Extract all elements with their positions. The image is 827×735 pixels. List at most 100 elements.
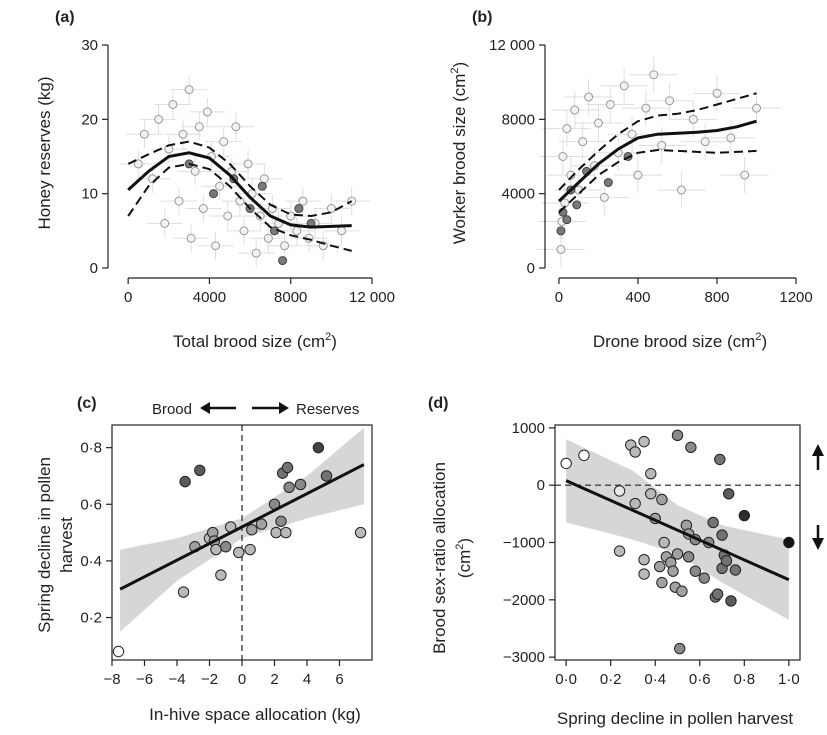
pc-point: [220, 541, 232, 553]
pa-point: [280, 241, 290, 251]
pa-point: [259, 174, 269, 184]
pc-point: [112, 645, 125, 658]
pa-point: [139, 129, 149, 139]
pc-y-tick-label: 0·8: [80, 440, 102, 457]
pc-point: [177, 586, 190, 598]
pd-point: [729, 564, 742, 576]
pd-point: [711, 588, 724, 600]
pc-y-tick-label: 0·4: [80, 553, 102, 570]
pc-point: [294, 478, 307, 491]
pb-dark-point: [562, 215, 572, 225]
pc-point: [215, 569, 227, 581]
pd-point: [720, 555, 733, 567]
pd-x-tick-label: 0·8: [733, 671, 755, 688]
pd-point: [725, 595, 737, 607]
pc-point: [246, 524, 258, 536]
pb-point: [578, 137, 588, 147]
pb-y-tick-label: 0: [527, 260, 535, 277]
pd-point: [716, 529, 728, 541]
pa-x-tick-label: 4000: [193, 289, 226, 306]
pc-point: [255, 518, 268, 530]
pa-dark-point: [294, 204, 304, 214]
pb-dark-point: [556, 226, 566, 236]
pa-x-tick-label: 0: [124, 289, 132, 306]
pb-point: [570, 105, 580, 115]
pb-point: [599, 192, 609, 202]
pb-point: [752, 103, 762, 113]
pd-point: [658, 536, 670, 549]
pa-point: [292, 226, 302, 236]
pd-point: [653, 560, 666, 573]
pa-y-tick-label: 0: [90, 260, 98, 277]
pd-fit-line: [565, 479, 790, 582]
pa-point: [243, 159, 253, 169]
pa-point: [326, 204, 336, 214]
pd-point: [667, 565, 679, 577]
pb-point: [688, 114, 698, 124]
pc-point: [270, 526, 282, 539]
pc-point: [312, 441, 325, 454]
pd-y-tick-label: 0: [537, 477, 545, 494]
pb-point: [558, 152, 568, 161]
pa-point: [190, 166, 200, 176]
pc-point: [320, 470, 333, 482]
pd-y-tick-label: −3000: [503, 649, 545, 666]
pd-point: [578, 449, 590, 462]
pd-point: [723, 488, 735, 500]
pd-point: [682, 551, 695, 563]
pc-point: [244, 543, 256, 556]
panel-a-ylabel: Honey reserves (kg): [35, 76, 54, 229]
panel-b-ylabel: Worker brood size (cm2): [449, 62, 469, 244]
pd-point: [671, 429, 684, 442]
pa-point: [298, 196, 308, 206]
pc-point: [179, 475, 191, 488]
pa-point: [178, 129, 188, 139]
pb-x-tick-label: 1200: [779, 289, 812, 306]
pa-point: [184, 85, 194, 95]
pb-point: [556, 244, 566, 254]
pa-dark-point: [209, 189, 219, 199]
arrow-right-label: Reserves: [296, 401, 359, 418]
pa-ci-lower: [127, 162, 352, 252]
panel-c: (c) Brood Reserves −8 −6 −4 −2 0 2 4 6 0·2 0·4 0·6…: [35, 395, 373, 724]
pa-point: [211, 241, 221, 251]
pd-point: [689, 565, 702, 577]
pc-point: [210, 543, 222, 556]
pd-x-tick-label: 0·0: [555, 671, 577, 688]
pb-x-tick-label: 0: [555, 289, 563, 306]
pd-point: [638, 553, 650, 566]
pc-x-tick-label: −8: [103, 671, 120, 688]
pb-point: [649, 70, 659, 80]
pb-point: [627, 129, 637, 139]
pc-x-tick-label: −2: [201, 671, 218, 688]
pa-dark-point: [278, 256, 288, 266]
pd-y-tick-label: 1000: [512, 420, 545, 437]
pd-point: [783, 536, 795, 549]
pd-point: [685, 441, 697, 454]
pa-point: [194, 122, 204, 132]
pa-y-tick-label: 30: [81, 37, 98, 54]
pc-point: [280, 526, 292, 539]
pb-point: [562, 124, 572, 134]
pa-y-tick-label: 10: [81, 186, 98, 203]
pa-point: [133, 159, 143, 169]
pb-x-tick-label: 400: [625, 289, 650, 306]
panel-d: (d) 0·0 0·2 0·4 0·6 0·8 1·0 −3000 −2000 −1000 0 10…: [428, 395, 824, 728]
pa-point: [198, 204, 208, 214]
pa-x-tick-label: 12 000: [349, 289, 395, 306]
pa-point: [219, 137, 229, 147]
pa-ci-upper: [127, 140, 353, 218]
pd-point: [674, 642, 686, 655]
pc-y-tick-label: 0·6: [80, 496, 102, 513]
pa-point: [186, 233, 196, 243]
pa-x-tick-label: 8000: [274, 289, 307, 306]
pd-point: [638, 435, 650, 448]
panel-c-label: (c): [77, 395, 97, 412]
pb-point: [657, 140, 667, 150]
pb-point: [619, 81, 629, 91]
pc-fit-line: [119, 463, 365, 591]
pa-point: [255, 211, 265, 221]
pa-fit-line: [127, 151, 352, 229]
pc-point: [233, 546, 245, 559]
pa-point: [263, 233, 273, 243]
